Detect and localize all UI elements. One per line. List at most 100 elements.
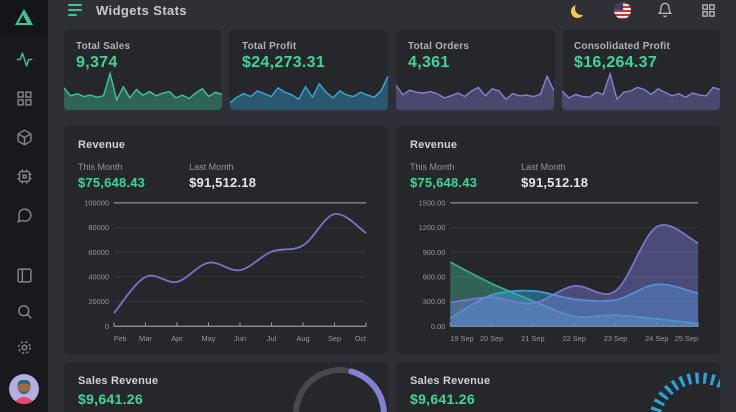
stat-label: Total Sales [76, 41, 210, 52]
revenue-stats: This Month $75,648.43 Last Month $91,512… [410, 162, 706, 190]
stat-label: Consolidated Profit [574, 41, 708, 52]
svg-text:0: 0 [105, 322, 109, 331]
stat-card-consolidated-profit[interactable]: Consolidated Profit $16,264.37 [562, 30, 720, 110]
revenue-stats: This Month $75,648.43 Last Month $91,512… [78, 162, 374, 190]
svg-text:80000: 80000 [88, 223, 109, 232]
svg-text:19 Sep: 19 Sep [450, 334, 473, 343]
svg-text:23 Sep: 23 Sep [604, 334, 627, 343]
last-month-label: Last Month [189, 162, 256, 172]
stats-row: Total Sales 9,374 Total Profit $24,273.3… [64, 30, 720, 110]
last-month-value: $91,512.18 [189, 175, 256, 190]
stat-label: Total Orders [408, 41, 542, 52]
svg-text:22 Sep: 22 Sep [562, 334, 585, 343]
svg-text:Feb: Feb [114, 334, 127, 343]
sidebar-item-chat[interactable] [15, 206, 33, 224]
svg-text:Aug: Aug [296, 334, 309, 343]
donut-chart [268, 362, 388, 412]
avatar-image [9, 374, 39, 404]
revenue-monthly-line-chart: 0 20000 40000 60000 80000 100000 Feb Mar Apr May J… [78, 196, 374, 346]
svg-text:20000: 20000 [88, 297, 109, 306]
svg-text:Mar: Mar [139, 334, 152, 343]
user-avatar[interactable] [9, 374, 39, 404]
this-month-label: This Month [78, 162, 145, 172]
stat-card-total-sales[interactable]: Total Sales 9,374 [64, 30, 222, 110]
svg-text:21 Sep: 21 Sep [521, 334, 544, 343]
apps-grid-icon [701, 3, 716, 18]
sidebar-item-system[interactable] [15, 167, 33, 185]
menu-toggle-button[interactable] [68, 4, 82, 16]
revenue-daily-area-chart: 0.00 300.00 600.00 900.00 1200.00 1500.00 19 S… [410, 196, 706, 346]
card-title: Revenue [78, 139, 374, 151]
gear-icon [16, 339, 33, 356]
svg-text:25 Sep: 25 Sep [675, 334, 698, 343]
svg-text:900.00: 900.00 [423, 248, 446, 257]
svg-text:300.00: 300.00 [423, 297, 446, 306]
bell-icon [657, 2, 673, 18]
app-root: Widgets Stats Total Sales 9,374 [0, 0, 736, 412]
consolidated-profit-sparkline [562, 70, 720, 110]
language-selector[interactable] [612, 0, 632, 20]
this-month-value: $75,648.43 [78, 175, 145, 190]
sidebar [0, 0, 48, 412]
svg-text:20 Sep: 20 Sep [480, 334, 503, 343]
svg-text:100000: 100000 [84, 198, 109, 207]
charts-row: Revenue This Month $75,648.43 Last Month… [64, 126, 720, 354]
this-month-value: $75,648.43 [410, 175, 477, 190]
sidebar-item-settings[interactable] [15, 338, 33, 356]
last-month-value: $91,512.18 [521, 175, 588, 190]
this-month-label: This Month [410, 162, 477, 172]
last-month-label: Last Month [521, 162, 588, 172]
sidebar-item-products[interactable] [15, 128, 33, 146]
sidebar-item-search[interactable] [15, 302, 33, 320]
stat-label: Total Profit [242, 41, 376, 52]
svg-text:Sep: Sep [328, 334, 341, 343]
svg-text:600.00: 600.00 [423, 272, 446, 281]
content: Total Sales 9,374 Total Profit $24,273.3… [48, 20, 736, 412]
sales-revenue-card-right: Sales Revenue $9,641.26 [396, 362, 720, 412]
app-logo[interactable] [0, 0, 48, 34]
bottom-row: Sales Revenue $9,641.26 Sales Revenue $9… [64, 362, 720, 412]
layout-icon [16, 267, 33, 284]
top-header: Widgets Stats [48, 0, 736, 20]
apps-menu-button[interactable] [698, 0, 718, 20]
revenue-card-daily: Revenue This Month $75,648.43 Last Month… [396, 126, 720, 354]
search-icon [16, 303, 33, 320]
svg-text:40000: 40000 [88, 272, 109, 281]
stat-card-total-orders[interactable]: Total Orders 4,361 [396, 30, 554, 110]
svg-text:May: May [202, 334, 216, 343]
total-sales-sparkline [64, 70, 222, 110]
sidebar-nav-bottom [9, 266, 39, 412]
dark-mode-toggle[interactable] [569, 0, 589, 20]
svg-text:1500.00: 1500.00 [419, 198, 446, 207]
activity-icon [16, 51, 33, 68]
notifications-button[interactable] [655, 0, 675, 20]
svg-text:60000: 60000 [88, 248, 109, 257]
logo-triangle-icon [13, 6, 35, 28]
svg-text:Oct: Oct [355, 334, 366, 343]
svg-text:Jul: Jul [267, 334, 277, 343]
sidebar-nav-top [15, 50, 33, 224]
svg-text:24 Sep: 24 Sep [645, 334, 668, 343]
stat-card-total-profit[interactable]: Total Profit $24,273.31 [230, 30, 388, 110]
total-orders-sparkline [396, 70, 554, 110]
chat-bubble-icon [16, 207, 33, 224]
moon-icon [575, 2, 588, 15]
box-icon [16, 129, 33, 146]
svg-text:Apr: Apr [171, 334, 183, 343]
svg-text:0.00: 0.00 [431, 322, 445, 331]
us-flag-icon [614, 2, 631, 19]
gauge-chart [600, 362, 720, 412]
total-profit-sparkline [230, 70, 388, 110]
svg-text:Jun: Jun [234, 334, 246, 343]
sidebar-item-layout[interactable] [15, 266, 33, 284]
sidebar-item-activity[interactable] [15, 50, 33, 68]
cpu-icon [16, 168, 33, 185]
widgets-grid-icon [16, 90, 33, 107]
page-title: Widgets Stats [96, 3, 187, 18]
revenue-card-monthly: Revenue This Month $75,648.43 Last Month… [64, 126, 388, 354]
card-title: Revenue [410, 139, 706, 151]
sidebar-item-widgets[interactable] [15, 89, 33, 107]
sales-revenue-card-left: Sales Revenue $9,641.26 [64, 362, 388, 412]
main-area: Widgets Stats Total Sales 9,374 [48, 0, 736, 412]
svg-text:1200.00: 1200.00 [419, 223, 446, 232]
